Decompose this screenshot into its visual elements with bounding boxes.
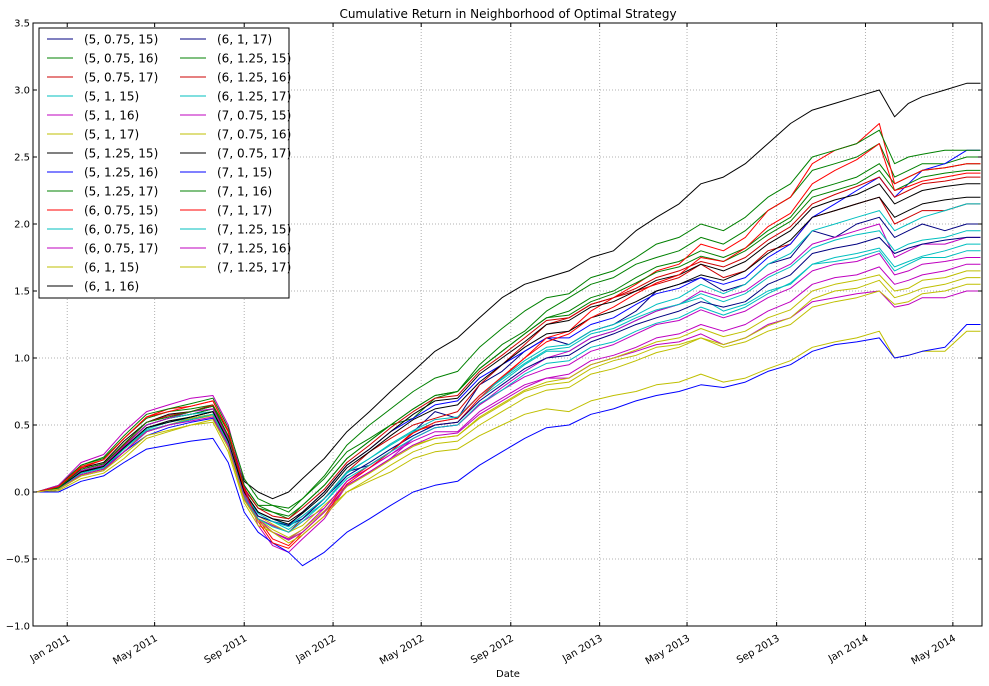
series-line (36, 169, 981, 517)
y-tick-label: 2.0 (14, 220, 30, 231)
x-axis-title: Date (496, 669, 520, 680)
legend-label: (5, 0.75, 17) (84, 71, 158, 85)
legend-label: (6, 1.25, 16) (217, 71, 291, 85)
y-axis: −1.0 −0.5 0.0 0.5 1.0 1.5 2.0 2.5 3.0 3.5 (6, 19, 982, 633)
legend-label: (5, 0.75, 16) (84, 52, 158, 66)
legend-label: (5, 1, 17) (84, 128, 139, 142)
chart-title: Cumulative Return in Neighborhood of Opt… (339, 7, 676, 21)
legend-box (38, 27, 290, 299)
x-tick-label: Sep 2012 (469, 633, 516, 666)
x-tick-label: May 2013 (644, 633, 692, 667)
legend-label: (7, 1.25, 17) (217, 261, 291, 275)
legend-label: (7, 0.75, 17) (217, 147, 291, 161)
y-tick-label: 0.5 (14, 421, 30, 432)
series-line (36, 283, 981, 533)
series-line (36, 277, 981, 544)
series-line (36, 203, 981, 526)
legend-label: (6, 1, 15) (84, 261, 139, 275)
legend-label: (7, 0.75, 15) (217, 109, 291, 123)
series-line (36, 324, 981, 567)
legend-label: (6, 0.75, 17) (84, 242, 158, 256)
legend-label: (5, 1.25, 17) (84, 185, 158, 199)
series-line (36, 243, 981, 533)
x-tick-label: May 2012 (378, 633, 426, 667)
x-tick-label: Jan 2012 (294, 633, 339, 665)
series-line (36, 143, 981, 549)
legend-label: (7, 1.25, 16) (217, 242, 291, 256)
series-line (36, 263, 981, 541)
x-tick-label: Jan 2014 (826, 633, 871, 665)
legend-label: (7, 1, 16) (217, 185, 272, 199)
y-tick-label: 1.5 (14, 287, 30, 298)
x-tick-label: Jan 2011 (28, 633, 73, 665)
series-line (36, 223, 981, 553)
legend-label: (6, 1, 17) (217, 33, 272, 47)
series-line (36, 129, 981, 509)
y-tick-label: 1.0 (14, 354, 30, 365)
legend-label: (6, 1, 16) (84, 280, 139, 294)
y-tick-label: 3.0 (14, 86, 30, 97)
legend-label: (5, 1.25, 16) (84, 166, 158, 180)
x-tick-label: Sep 2011 (203, 633, 250, 666)
y-tick-label: −0.5 (6, 555, 30, 566)
y-tick-label: −1.0 (6, 622, 30, 633)
legend: (5, 0.75, 15) (5, 0.75, 16) (5, 0.75, 17) (… (38, 27, 291, 299)
series-lines (36, 82, 981, 567)
y-tick-label: 0.0 (14, 488, 30, 499)
legend-label: (7, 0.75, 16) (217, 128, 291, 142)
legend-label: (7, 1, 15) (217, 166, 272, 180)
legend-label: (5, 1.25, 15) (84, 147, 158, 161)
legend-label: (6, 0.75, 16) (84, 223, 158, 237)
legend-label: (5, 1, 16) (84, 109, 139, 123)
y-tick-label: 3.5 (14, 19, 30, 30)
legend-label: (5, 0.75, 15) (84, 33, 158, 47)
legend-label: (5, 1, 15) (84, 90, 139, 104)
series-line (36, 330, 981, 540)
series-line (36, 143, 981, 513)
legend-label: (7, 1, 17) (217, 204, 272, 218)
series-line (36, 196, 981, 525)
legend-label: (7, 1.25, 15) (217, 223, 291, 237)
legend-label: (6, 1.25, 15) (217, 52, 291, 66)
legend-label: (6, 0.75, 15) (84, 204, 158, 218)
x-tick-label: May 2014 (910, 633, 958, 667)
x-tick-label: May 2011 (111, 633, 159, 667)
x-tick-label: Jan 2013 (560, 633, 605, 665)
plot-frame (32, 22, 983, 627)
y-tick-label: 2.5 (14, 153, 30, 164)
x-tick-label: Sep 2013 (735, 633, 782, 666)
legend-label: (6, 1.25, 17) (217, 90, 291, 104)
